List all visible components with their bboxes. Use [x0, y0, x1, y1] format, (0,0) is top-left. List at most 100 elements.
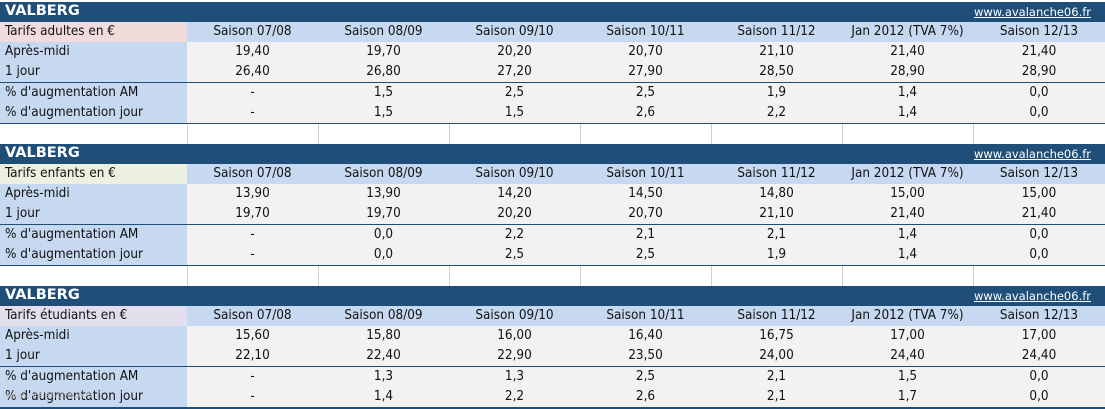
table-cell: 2,1: [711, 366, 842, 387]
table-row: Après-midi 13,90 13,90 14,20 14,50 14,80…: [0, 184, 1105, 204]
table-cell: 1,7: [842, 387, 973, 409]
table-cell: 1,5: [318, 82, 449, 103]
table-cell: 21,10: [711, 204, 842, 225]
table-cell: 19,70: [187, 204, 318, 225]
table-cell: 1,4: [318, 387, 449, 409]
price-table-students: VALBERG www.avalanche06.fr Tarifs étudia…: [0, 286, 1105, 409]
table-cell: 24,00: [711, 346, 842, 367]
table-cell: 20,20: [449, 204, 580, 225]
price-table: Tarifs enfants en € Saison 07/08 Saison …: [0, 164, 1105, 267]
table-cell: -: [187, 82, 318, 103]
table-cell: 21,40: [973, 42, 1105, 62]
table-cell: 21,40: [973, 204, 1105, 225]
table-row: % d'augmentation jour - 1,5 1,5 2,6 2,2 …: [0, 103, 1105, 125]
table-row: % d'augmentation AM - 1,3 1,3 2,5 2,1 1,…: [0, 366, 1105, 387]
table-cell: 15,60: [187, 326, 318, 346]
header-row: Tarifs adultes en € Saison 07/08 Saison …: [0, 22, 1105, 42]
table-row: % d'augmentation AM - 1,5 2,5 2,5 1,9 1,…: [0, 82, 1105, 103]
table-cell: 21,40: [842, 204, 973, 225]
column-header: Jan 2012 (TVA 7%): [842, 306, 973, 326]
website-link[interactable]: www.avalanche06.fr: [974, 5, 1091, 19]
table-cell: 28,50: [711, 62, 842, 83]
table-cell: 19,40: [187, 42, 318, 62]
column-header: Saison 09/10: [449, 306, 580, 326]
table-cell: 1,3: [449, 366, 580, 387]
column-header: Saison 12/13: [973, 164, 1105, 184]
table-row: % d'augmentation jour - 1,4 2,2 2,6 2,1 …: [0, 387, 1105, 409]
table-cell: 16,40: [580, 326, 711, 346]
table-cell: 26,80: [318, 62, 449, 83]
table-cell: 2,2: [711, 103, 842, 125]
table-cell: 2,2: [449, 387, 580, 409]
table-cell: 0,0: [973, 245, 1105, 267]
table-cell: 1,5: [318, 103, 449, 125]
table-cell: 0,0: [318, 245, 449, 267]
column-header: Saison 08/09: [318, 306, 449, 326]
header-row: Tarifs enfants en € Saison 07/08 Saison …: [0, 164, 1105, 184]
row-label: % d'augmentation AM: [0, 82, 187, 103]
table-title-bar: VALBERG www.avalanche06.fr: [0, 286, 1105, 306]
column-header: Saison 10/11: [580, 22, 711, 42]
column-header: Saison 11/12: [711, 22, 842, 42]
table-cell: 22,10: [187, 346, 318, 367]
column-header: Saison 09/10: [449, 164, 580, 184]
table-cell: 13,90: [187, 184, 318, 204]
table-row: % d'augmentation AM - 0,0 2,2 2,1 2,1 1,…: [0, 224, 1105, 245]
table-cell: 26,40: [187, 62, 318, 83]
table-cell: 24,40: [842, 346, 973, 367]
category-label: Tarifs adultes en €: [0, 22, 187, 42]
table-cell: 19,70: [318, 42, 449, 62]
table-cell: 1,4: [842, 245, 973, 267]
price-table-adults: VALBERG www.avalanche06.fr Tarifs adulte…: [0, 2, 1105, 125]
column-header: Saison 07/08: [187, 22, 318, 42]
header-row: Tarifs étudiants en € Saison 07/08 Saiso…: [0, 306, 1105, 326]
column-header: Saison 12/13: [973, 306, 1105, 326]
table-cell: 22,40: [318, 346, 449, 367]
row-label: Après-midi: [0, 326, 187, 346]
column-header: Saison 07/08: [187, 306, 318, 326]
column-header: Jan 2012 (TVA 7%): [842, 164, 973, 184]
column-header: Saison 08/09: [318, 164, 449, 184]
table-cell: 14,50: [580, 184, 711, 204]
row-label: % d'augmentation jour: [0, 103, 187, 125]
row-label: 1 jour: [0, 346, 187, 367]
table-cell: 0,0: [973, 366, 1105, 387]
table-cell: 16,75: [711, 326, 842, 346]
row-label: % d'augmentation jour: [0, 245, 187, 267]
table-cell: 1,4: [842, 224, 973, 245]
table-cell: 2,5: [449, 245, 580, 267]
website-link[interactable]: www.avalanche06.fr: [974, 289, 1091, 303]
category-label: Tarifs étudiants en €: [0, 306, 187, 326]
table-title-bar: VALBERG www.avalanche06.fr: [0, 2, 1105, 22]
table-cell: 1,9: [711, 82, 842, 103]
empty-spacer-row: [0, 124, 1105, 145]
table-cell: 0,0: [973, 82, 1105, 103]
website-link[interactable]: www.avalanche06.fr: [974, 147, 1091, 161]
row-label: Après-midi: [0, 42, 187, 62]
table-cell: 23,50: [580, 346, 711, 367]
table-cell: 2,6: [580, 387, 711, 409]
table-cell: 1,9: [711, 245, 842, 267]
table-cell: 22,90: [449, 346, 580, 367]
resort-title: VALBERG: [5, 287, 80, 303]
table-cell: -: [187, 387, 318, 409]
table-cell: 16,00: [449, 326, 580, 346]
table-cell: 13,90: [318, 184, 449, 204]
price-table-children: VALBERG www.avalanche06.fr Tarifs enfant…: [0, 144, 1105, 267]
column-header: Saison 10/11: [580, 306, 711, 326]
table-cell: 21,10: [711, 42, 842, 62]
table-cell: 24,40: [973, 346, 1105, 367]
table-cell: 20,70: [580, 204, 711, 225]
table-cell: 0,0: [973, 387, 1105, 409]
empty-spacer-row: [0, 266, 1105, 287]
column-header: Saison 07/08: [187, 164, 318, 184]
row-label: % d'augmentation jour: [0, 387, 187, 409]
table-row: 1 jour 26,40 26,80 27,20 27,90 28,50 28,…: [0, 62, 1105, 83]
table-cell: 2,2: [449, 224, 580, 245]
row-label: 1 jour: [0, 62, 187, 83]
table-cell: 15,00: [842, 184, 973, 204]
resort-title: VALBERG: [5, 145, 80, 161]
table-cell: 15,00: [973, 184, 1105, 204]
table-cell: 0,0: [973, 224, 1105, 245]
table-cell: 21,40: [842, 42, 973, 62]
